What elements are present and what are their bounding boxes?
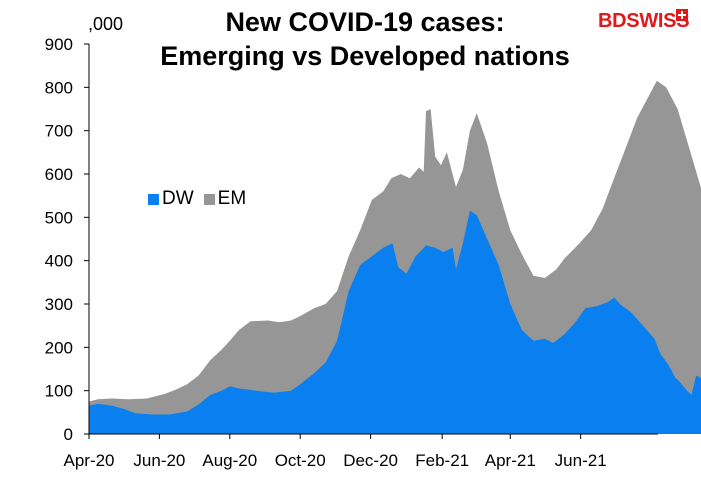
y-tick-label: 700 xyxy=(45,122,73,141)
legend-item-dw: DW xyxy=(148,188,194,210)
y-tick-label: 300 xyxy=(45,295,73,314)
brand-logo: BDSWISS xyxy=(598,10,690,32)
y-tick-label: 400 xyxy=(45,252,73,271)
y-tick-label: 200 xyxy=(45,338,73,357)
x-tick-label: Oct-20 xyxy=(275,451,326,470)
y-axis-unit: ,000 xyxy=(88,14,124,34)
x-tick-label: Feb-21 xyxy=(415,451,469,470)
y-tick-label: 800 xyxy=(45,78,73,97)
x-tick-label: Aug-20 xyxy=(202,451,257,470)
area-series-dw xyxy=(89,210,701,434)
y-tick-label: 600 xyxy=(45,165,73,184)
x-tick-label: Dec-20 xyxy=(343,451,398,470)
swiss-cross-icon xyxy=(676,9,688,21)
legend-swatch-em xyxy=(203,193,215,205)
y-tick-label: 900 xyxy=(45,35,73,54)
y-tick-label: 100 xyxy=(45,382,73,401)
legend: DW EM xyxy=(148,188,256,210)
x-tick-label: Apr-20 xyxy=(63,451,114,470)
x-tick-label: Jun-20 xyxy=(133,451,185,470)
x-tick-label: Apr-21 xyxy=(485,451,536,470)
legend-label-em: EM xyxy=(217,188,247,209)
legend-item-em: EM xyxy=(203,188,247,210)
chart-title-line2: Emerging vs Developed nations xyxy=(160,41,570,71)
x-tick-label: Jun-21 xyxy=(555,451,607,470)
legend-swatch-dw xyxy=(148,193,159,205)
chart-title-line1: New COVID-19 cases: xyxy=(225,7,505,37)
legend-label-dw: DW xyxy=(162,188,194,209)
y-tick-label: 0 xyxy=(64,425,73,444)
y-tick-label: 500 xyxy=(45,208,73,227)
